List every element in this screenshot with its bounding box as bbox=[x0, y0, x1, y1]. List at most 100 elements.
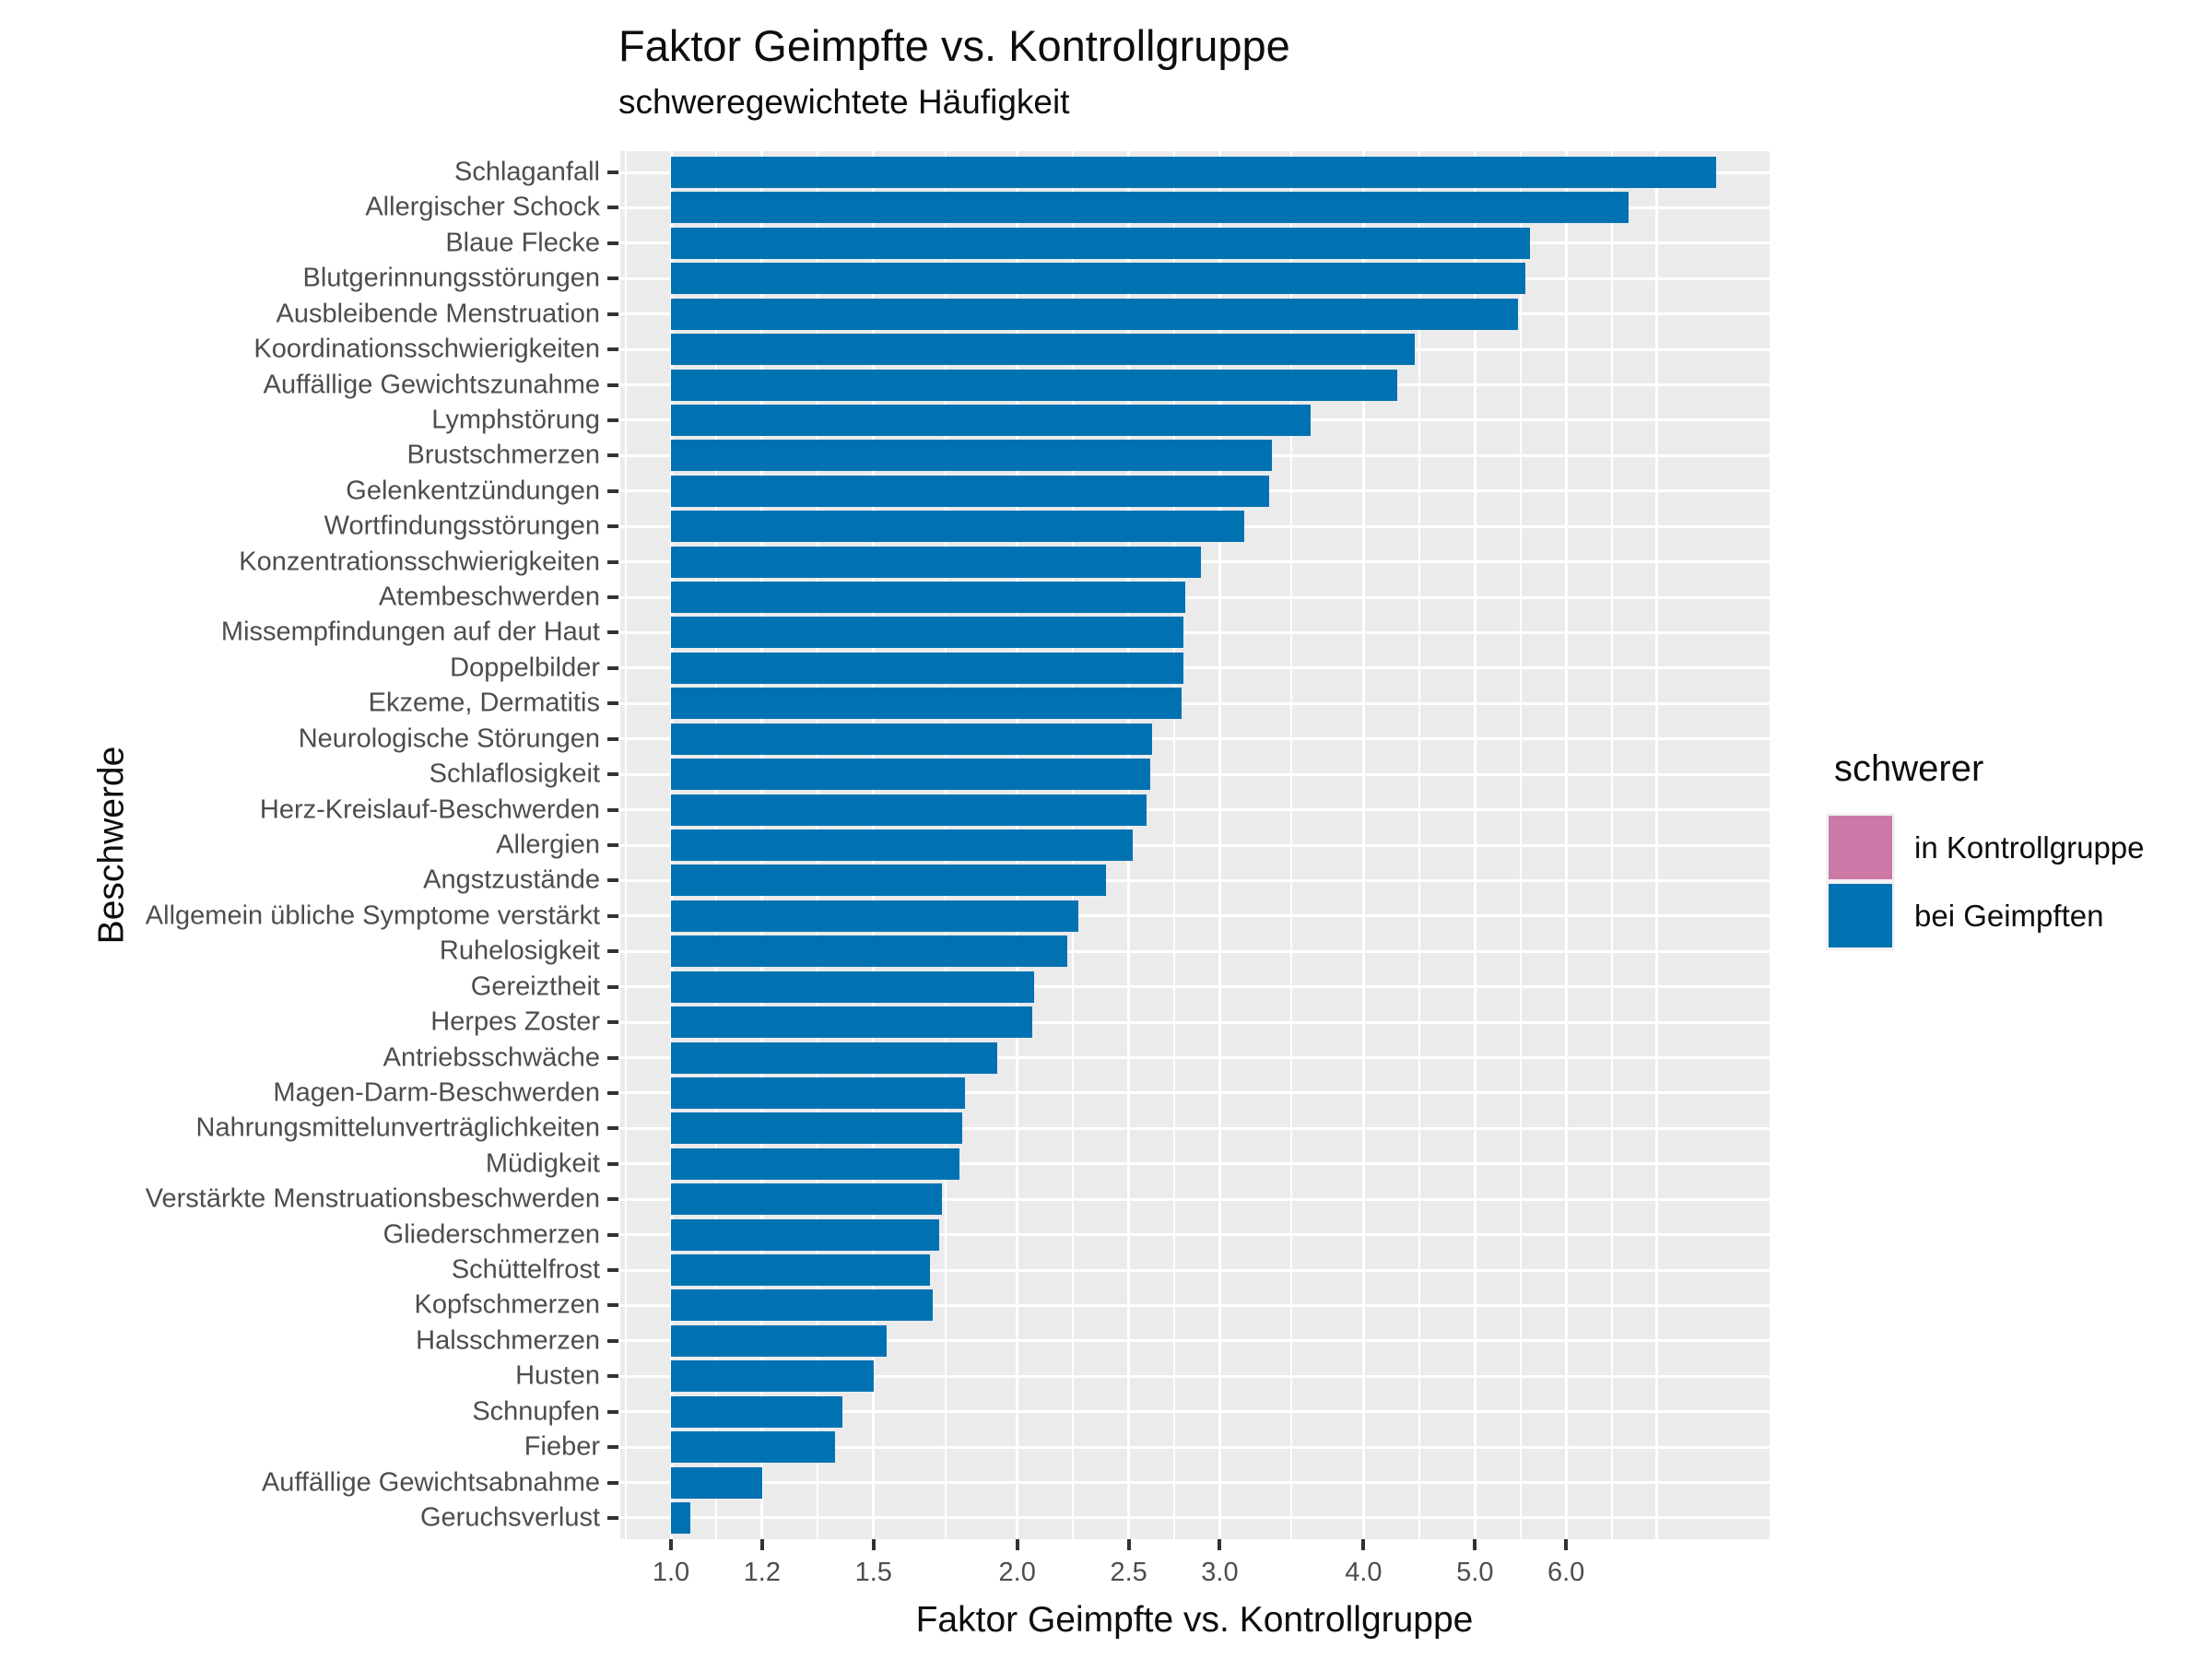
v-gridline-minor bbox=[1610, 151, 1613, 1539]
y-tick-mark bbox=[607, 1020, 618, 1025]
y-tick-mark bbox=[607, 701, 618, 706]
y-tick-label: Gelenkentzündungen bbox=[346, 476, 600, 506]
x-tick-mark bbox=[759, 1539, 764, 1550]
y-tick-mark bbox=[607, 595, 618, 600]
y-tick-mark bbox=[607, 1197, 618, 1202]
x-tick-mark bbox=[1126, 1539, 1131, 1550]
bar bbox=[671, 1501, 691, 1534]
y-tick-mark bbox=[607, 418, 618, 422]
v-gridline-major bbox=[1473, 151, 1477, 1539]
h-gridline bbox=[620, 772, 1770, 776]
bar bbox=[671, 1147, 959, 1180]
h-gridline bbox=[620, 1339, 1770, 1343]
y-tick-mark bbox=[607, 347, 618, 352]
bar bbox=[671, 1395, 843, 1428]
h-gridline bbox=[620, 1516, 1770, 1520]
legend-swatch-kontrollgruppe bbox=[1826, 813, 1895, 882]
y-tick-mark bbox=[607, 665, 618, 670]
v-gridline-minor bbox=[1519, 151, 1522, 1539]
bar bbox=[671, 971, 1035, 1003]
x-tick-label: 2.0 bbox=[998, 1558, 1036, 1587]
x-tick-label: 1.0 bbox=[652, 1558, 690, 1587]
h-gridline bbox=[620, 1126, 1770, 1130]
bar bbox=[671, 935, 1067, 968]
h-gridline bbox=[620, 737, 1770, 741]
y-tick-label: Konzentrationsschwierigkeiten bbox=[239, 547, 600, 577]
y-tick-label: Husten bbox=[515, 1360, 600, 1391]
legend-item-geimpfte: bei Geimpften bbox=[1826, 881, 2145, 950]
y-tick-label: Lymphstörung bbox=[431, 405, 600, 435]
h-gridline bbox=[620, 808, 1770, 812]
y-tick-label: Doppelbilder bbox=[450, 653, 600, 683]
y-tick-label: Gereiztheit bbox=[470, 971, 600, 1002]
y-axis-title: Beschwerde bbox=[91, 746, 132, 945]
x-tick-label: 5.0 bbox=[1456, 1558, 1494, 1587]
bar bbox=[671, 1466, 762, 1499]
h-gridline bbox=[620, 1091, 1770, 1095]
x-tick-label: 1.5 bbox=[854, 1558, 892, 1587]
x-tick-label: 3.0 bbox=[1201, 1558, 1239, 1587]
y-tick-label: Ruhelosigkeit bbox=[439, 935, 600, 966]
bar bbox=[671, 652, 1184, 684]
bar bbox=[671, 1041, 997, 1074]
y-tick-mark bbox=[607, 524, 618, 529]
y-tick-mark bbox=[607, 843, 618, 847]
y-tick-mark bbox=[607, 1409, 618, 1414]
y-tick-label: Nahrungsmittelunverträglichkeiten bbox=[195, 1112, 600, 1143]
y-tick-label: Brustschmerzen bbox=[406, 440, 600, 470]
legend-label-kontrollgruppe: in Kontrollgruppe bbox=[1914, 830, 2145, 865]
h-gridline bbox=[620, 1056, 1770, 1059]
v-gridline-major bbox=[1564, 151, 1568, 1539]
x-tick-mark bbox=[669, 1539, 673, 1550]
y-tick-mark bbox=[607, 276, 618, 281]
bar bbox=[671, 794, 1147, 826]
h-gridline bbox=[620, 914, 1770, 918]
y-tick-mark bbox=[607, 1268, 618, 1273]
h-gridline bbox=[620, 1445, 1770, 1449]
y-tick-label: Wortfindungsstörungen bbox=[324, 511, 600, 541]
x-tick-label: 4.0 bbox=[1345, 1558, 1382, 1587]
y-tick-label: Herz-Kreislauf-Beschwerden bbox=[259, 794, 600, 825]
bar bbox=[671, 688, 1182, 720]
y-tick-mark bbox=[607, 949, 618, 954]
bar bbox=[671, 617, 1184, 649]
y-tick-mark bbox=[607, 241, 618, 245]
y-tick-label: Kopfschmerzen bbox=[414, 1289, 601, 1320]
h-gridline bbox=[620, 949, 1770, 953]
h-gridline bbox=[620, 985, 1770, 989]
h-gridline bbox=[620, 843, 1770, 847]
y-tick-label: Blutgerinnungsstörungen bbox=[302, 263, 600, 293]
y-tick-label: Allergischer Schock bbox=[365, 192, 600, 222]
bar bbox=[671, 1112, 962, 1145]
bar bbox=[671, 1254, 931, 1287]
y-tick-label: Ekzeme, Dermatitis bbox=[368, 688, 600, 718]
y-tick-label: Herpes Zoster bbox=[430, 1006, 600, 1037]
y-tick-label: Schlaganfall bbox=[454, 157, 600, 187]
y-tick-mark bbox=[607, 1090, 618, 1095]
bar bbox=[671, 1360, 874, 1393]
y-tick-mark bbox=[607, 1232, 618, 1237]
bar bbox=[671, 1183, 942, 1216]
y-tick-mark bbox=[607, 1055, 618, 1060]
y-tick-mark bbox=[607, 1161, 618, 1166]
y-tick-mark bbox=[607, 559, 618, 564]
bar bbox=[671, 404, 1312, 436]
x-tick-mark bbox=[1218, 1539, 1222, 1550]
y-tick-mark bbox=[607, 171, 618, 175]
y-tick-label: Allergien bbox=[496, 830, 600, 860]
bar bbox=[671, 511, 1244, 543]
bar bbox=[671, 1077, 965, 1109]
y-tick-label: Koordinationsschwierigkeiten bbox=[253, 334, 600, 364]
x-tick-label: 2.5 bbox=[1110, 1558, 1147, 1587]
y-tick-mark bbox=[607, 1480, 618, 1485]
bar bbox=[671, 1218, 939, 1251]
h-gridline bbox=[620, 1374, 1770, 1378]
x-tick-mark bbox=[1361, 1539, 1366, 1550]
h-gridline bbox=[620, 701, 1770, 705]
bar bbox=[671, 865, 1107, 897]
h-gridline bbox=[620, 878, 1770, 882]
v-gridline-major bbox=[1655, 151, 1659, 1539]
h-gridline bbox=[620, 630, 1770, 634]
y-tick-label: Atembeschwerden bbox=[378, 582, 600, 612]
h-gridline bbox=[620, 1197, 1770, 1201]
